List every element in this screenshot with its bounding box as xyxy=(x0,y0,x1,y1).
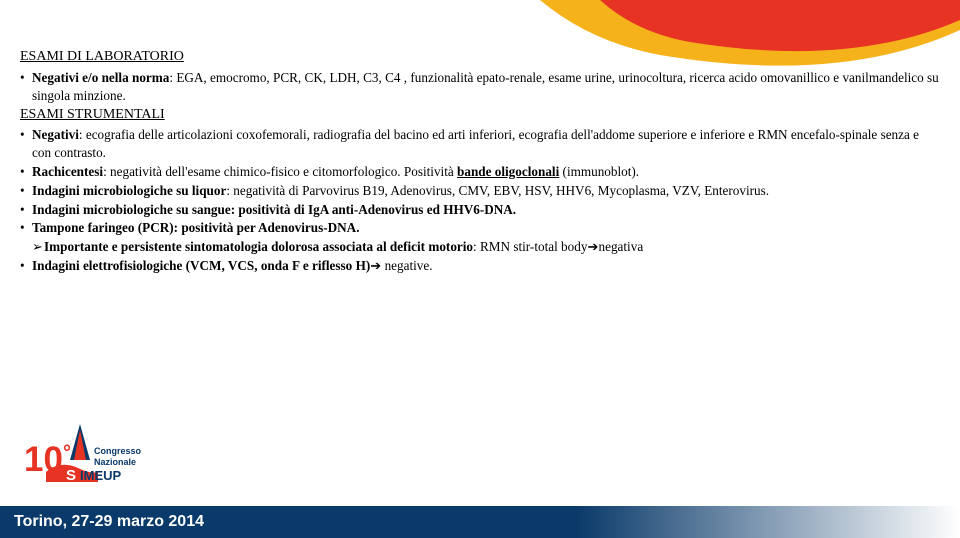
b6-text: : positività per Adenovirus-DNA. xyxy=(174,220,360,235)
svg-text:Congresso: Congresso xyxy=(94,446,142,456)
b3-end: (immunoblot). xyxy=(559,164,639,179)
b1-text: : EGA, emocromo, PCR, CK, LDH, C3, C4 , … xyxy=(32,70,939,103)
b3-bold: Rachicentesi xyxy=(32,164,103,179)
bullet-6: • Tampone faringeo (PCR): positività per… xyxy=(20,219,940,237)
footer-text: Torino, 27-29 marzo 2014 xyxy=(14,513,204,531)
bullet-7: ➢ Importante e persistente sintomatologi… xyxy=(20,238,940,256)
heading-lab: ESAMI DI LABORATORIO xyxy=(20,48,940,67)
b4-bold: Indagini microbiologiche su liquor xyxy=(32,183,226,198)
congress-number: 10° xyxy=(24,440,71,480)
b4-text: : negatività di Parvovirus B19, Adenovir… xyxy=(226,183,769,198)
b5-text: : positività di IgA anti-Adenovirus ed H… xyxy=(231,202,516,217)
bullet-2: • Negativi: ecografia delle articolazion… xyxy=(20,126,940,162)
heading-instr: ESAMI STRUMENTALI xyxy=(20,106,940,125)
footer-bar: Torino, 27-29 marzo 2014 xyxy=(0,506,960,538)
b5-bold: Indagini microbiologiche su sangue xyxy=(32,202,231,217)
bullet-3: • Rachicentesi: negatività dell'esame ch… xyxy=(20,163,940,181)
bullet-4: • Indagini microbiologiche su liquor: ne… xyxy=(20,182,940,200)
deg-label: ° xyxy=(63,442,71,464)
svg-text:IMEUP: IMEUP xyxy=(80,468,122,483)
b2-bold: Negativi xyxy=(32,127,79,142)
arrow-icon-2: ➔ xyxy=(370,258,381,273)
bullet-5: • Indagini microbiologiche su sangue: po… xyxy=(20,201,940,219)
b2-text: : ecografia delle articolazioni coxofemo… xyxy=(32,127,919,160)
svg-text:Nazionale: Nazionale xyxy=(94,457,136,467)
b8-bold: Indagini elettrofisiologiche (VCM, VCS, … xyxy=(32,258,370,273)
b1-bold: Negativi e/o nella norma xyxy=(32,70,169,85)
b7-end: negativa xyxy=(599,239,644,254)
b3-bold2: bande oligoclonali xyxy=(457,164,559,179)
slide-content: ESAMI DI LABORATORIO • Negativi e/o nell… xyxy=(20,48,940,276)
bullet-1: • Negativi e/o nella norma: EGA, emocrom… xyxy=(20,69,940,105)
arrow-icon: ➔ xyxy=(587,239,598,254)
ten-label: 10 xyxy=(24,440,63,479)
b7-bold: Importante e persistente sintomatologia … xyxy=(44,239,473,254)
b3-mid: : negatività dell'esame chimico-fisico e… xyxy=(103,164,457,179)
bullet-8: • Indagini elettrofisiologiche (VCM, VCS… xyxy=(20,257,940,275)
b6-bold: Tampone faringeo (PCR) xyxy=(32,220,174,235)
b8-end: negative. xyxy=(381,258,432,273)
b7-mid: : RMN stir-total body xyxy=(473,239,587,254)
